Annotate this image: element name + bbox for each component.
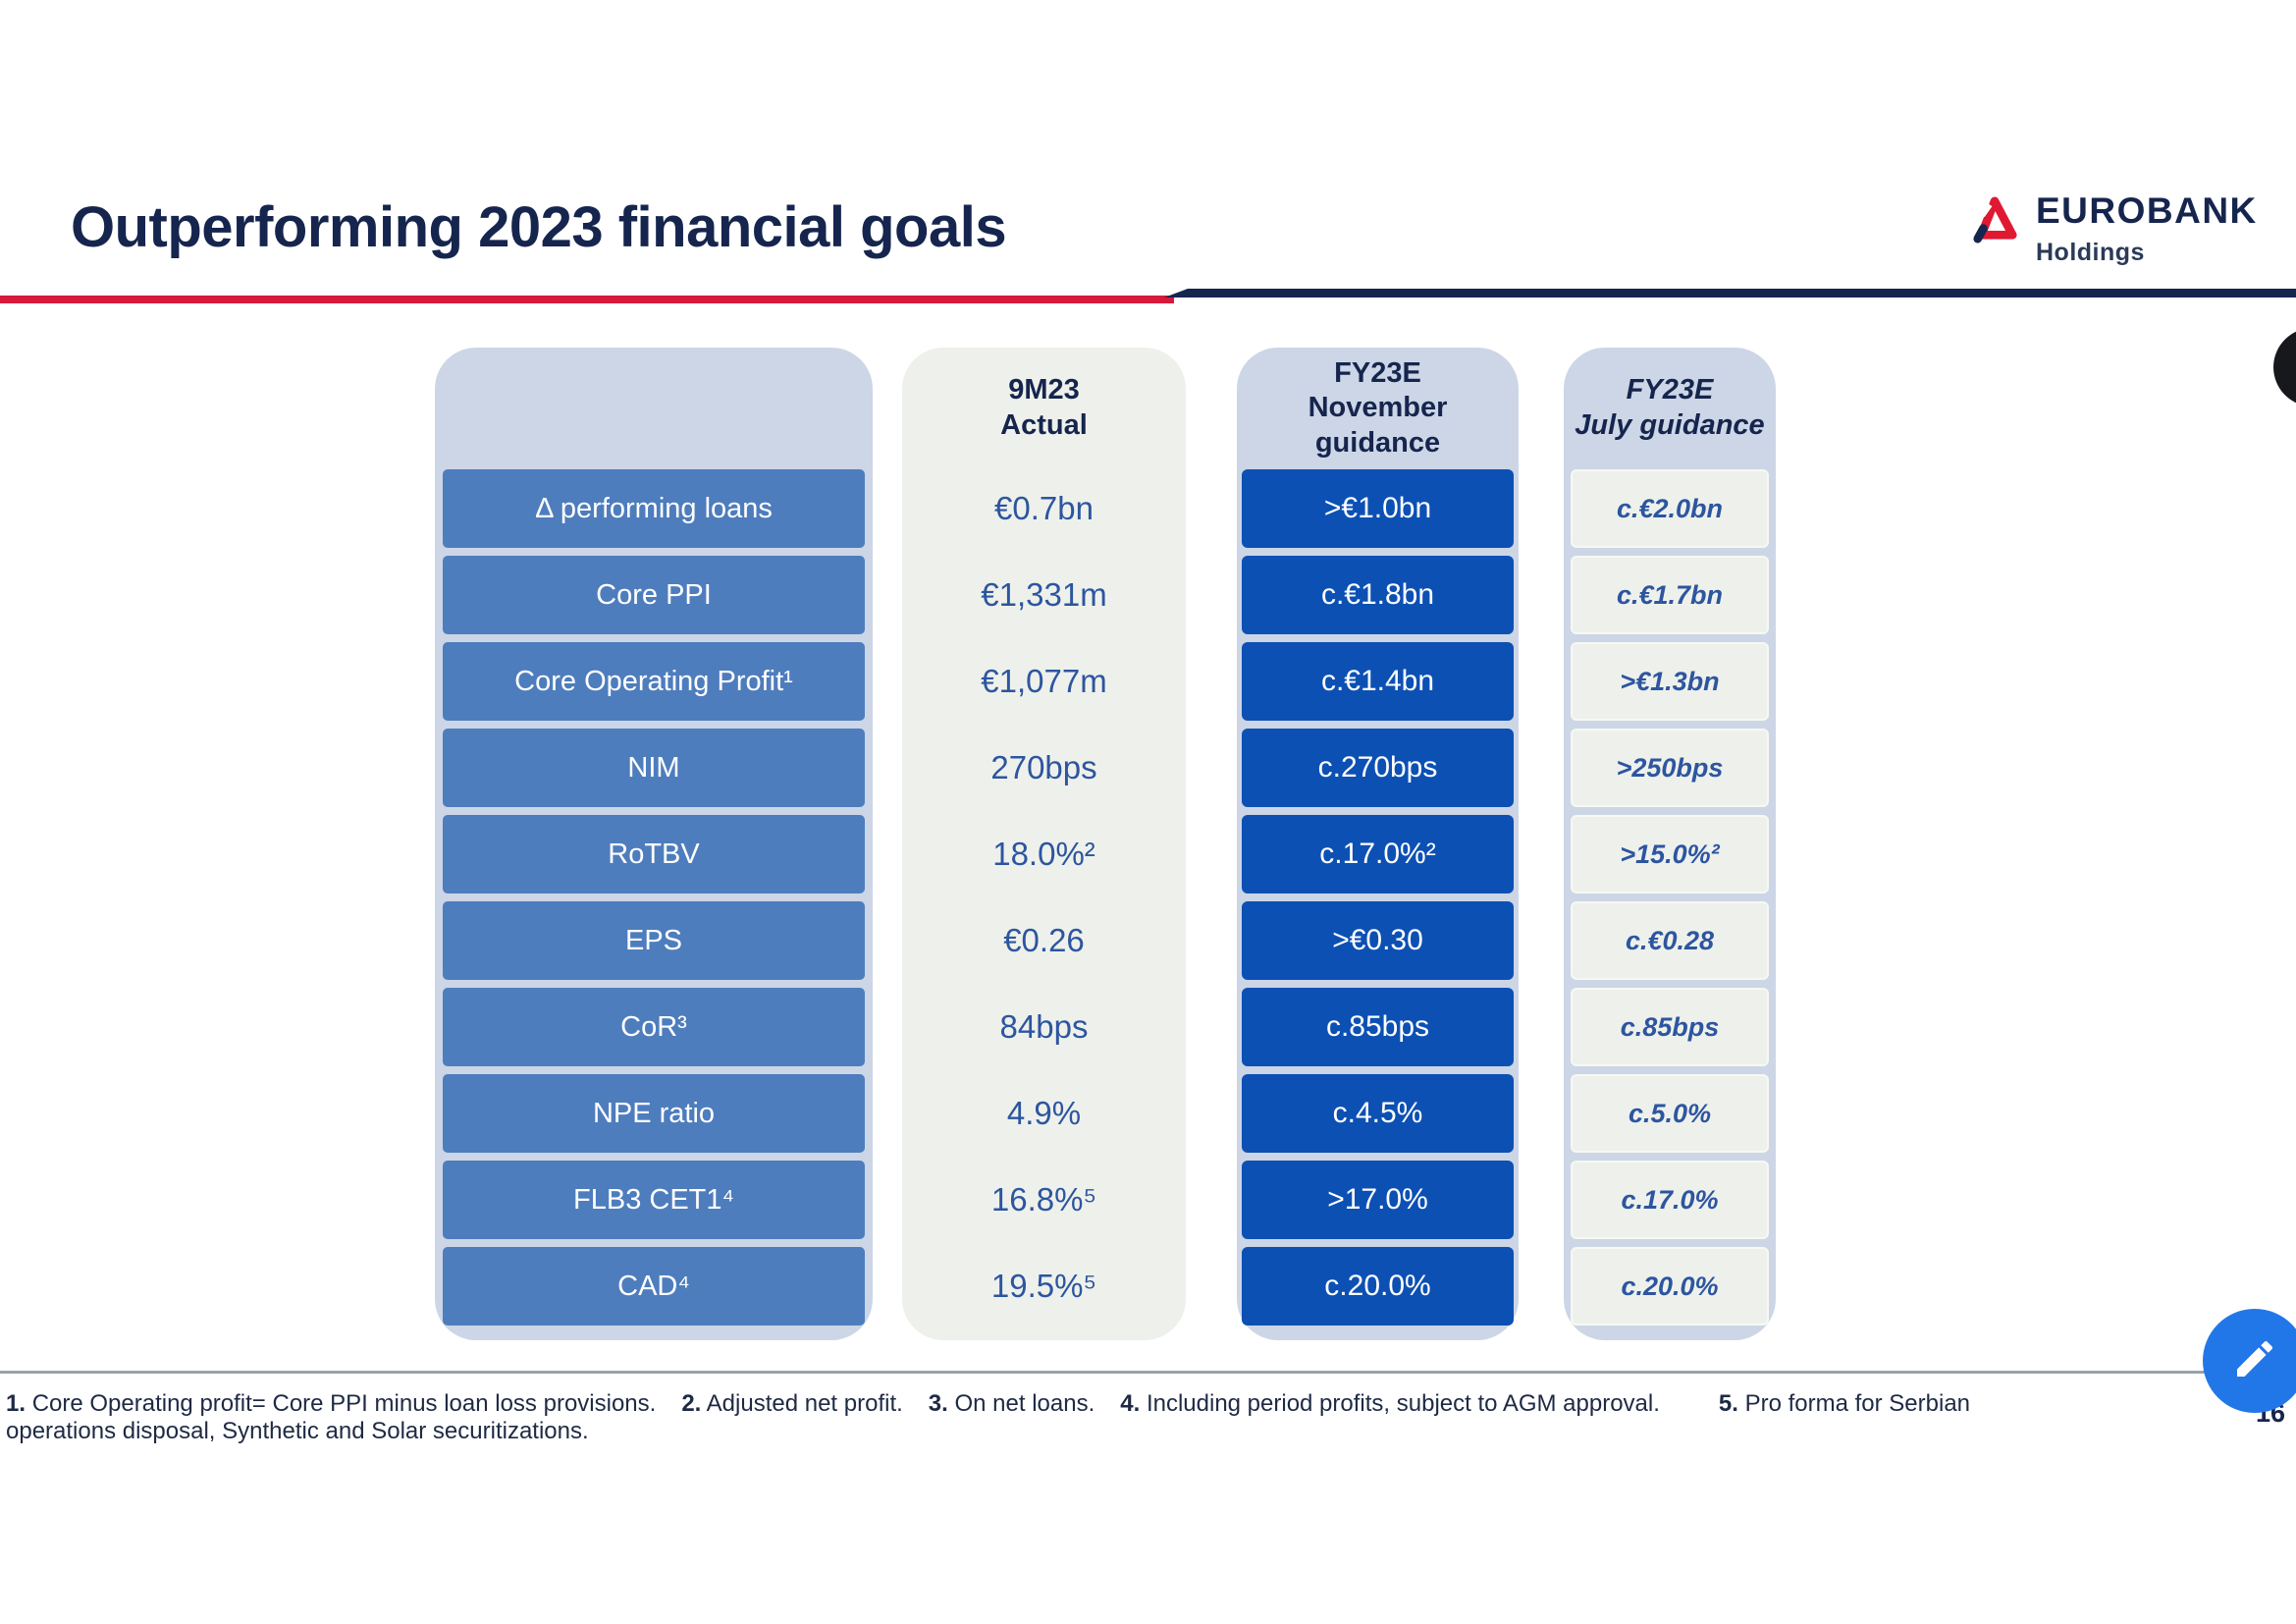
eurobank-logo: EUROBANK Holdings	[1971, 192, 2258, 267]
actual-value-cell: €0.7bn	[994, 490, 1094, 526]
november-guidance-cell: c.4.5%	[1242, 1074, 1514, 1153]
footnotes: 1. Core Operating profit= Core PPI minus…	[6, 1390, 2146, 1445]
corner-overlay-button[interactable]	[2273, 328, 2296, 406]
metric-label: Core Operating Profit¹	[443, 642, 865, 721]
july-guidance-cell: c.5.0%	[1571, 1074, 1769, 1153]
column-9m23-actual: 9M23 Actual €0.7bn €1,331m €1,077m 270bp…	[902, 348, 1186, 1340]
metric-label: CoR³	[443, 988, 865, 1066]
column-header-fy23e-july: FY23E July guidance	[1575, 374, 1765, 441]
title-underline-red	[0, 296, 1174, 303]
november-guidance-cell: c.85bps	[1242, 988, 1514, 1066]
november-guidance-cell: c.20.0%	[1242, 1247, 1514, 1326]
july-guidance-cell: >€1.3bn	[1571, 642, 1769, 721]
actual-value-cell: 270bps	[990, 749, 1097, 785]
footer-divider	[0, 1371, 2296, 1374]
column-fy23e-july-guidance: FY23E July guidance c.€2.0bn c.€1.7bn >€…	[1564, 348, 1776, 1340]
footnote-line-2: operations disposal, Synthetic and Solar…	[6, 1418, 589, 1444]
actual-value-cell: €1,331m	[981, 576, 1107, 613]
july-guidance-cell: c.20.0%	[1571, 1247, 1769, 1326]
july-guidance-cell: c.€2.0bn	[1571, 469, 1769, 548]
november-guidance-cell: >17.0%	[1242, 1161, 1514, 1239]
july-guidance-cell: c.17.0%	[1571, 1161, 1769, 1239]
actual-value-cell: 16.8%⁵	[990, 1181, 1097, 1218]
pencil-icon	[2231, 1335, 2278, 1387]
metric-label: Δ performing loans	[443, 469, 865, 548]
metric-label: FLB3 CET1⁴	[443, 1161, 865, 1239]
column-metric-labels: Δ performing loans Core PPI Core Operati…	[435, 348, 873, 1340]
actual-value-cell: 18.0%²	[992, 836, 1095, 872]
november-guidance-cell: c.€1.4bn	[1242, 642, 1514, 721]
metric-label: Core PPI	[443, 556, 865, 634]
november-guidance-cell: c.270bps	[1242, 729, 1514, 807]
column-fy23e-november-guidance: FY23E November guidance >€1.0bn c.€1.8bn…	[1237, 348, 1519, 1340]
title-underline-navy	[1164, 289, 2296, 298]
july-guidance-cell: >250bps	[1571, 729, 1769, 807]
actual-value-cell: 19.5%⁵	[990, 1268, 1097, 1304]
november-guidance-cell: c.€1.8bn	[1242, 556, 1514, 634]
july-guidance-cell: c.85bps	[1571, 988, 1769, 1066]
eurobank-logo-mark-icon	[1971, 194, 2018, 245]
actual-value-cell: €0.26	[1003, 922, 1085, 958]
november-guidance-cell: c.17.0%²	[1242, 815, 1514, 893]
july-guidance-cell: c.€1.7bn	[1571, 556, 1769, 634]
july-guidance-cell: >15.0%²	[1571, 815, 1769, 893]
page-title: Outperforming 2023 financial goals	[71, 195, 1007, 259]
metric-label: RoTBV	[443, 815, 865, 893]
metric-label: NPE ratio	[443, 1074, 865, 1153]
column-header-9m23-actual: 9M23 Actual	[1000, 374, 1088, 441]
column-header-fy23e-november: FY23E November guidance	[1308, 356, 1448, 459]
metric-label: NIM	[443, 729, 865, 807]
brand-name: EUROBANK	[2036, 190, 2258, 231]
metric-label: CAD⁴	[443, 1247, 865, 1326]
metric-label: EPS	[443, 901, 865, 980]
edit-fab-button[interactable]	[2203, 1309, 2296, 1413]
actual-value-cell: 4.9%	[1006, 1095, 1082, 1131]
november-guidance-cell: >€0.30	[1242, 901, 1514, 980]
footnote-line-1: 1. Core Operating profit= Core PPI minus…	[6, 1390, 1971, 1417]
brand-subtitle: Holdings	[2036, 239, 2145, 266]
actual-value-cell: €1,077m	[981, 663, 1107, 699]
july-guidance-cell: c.€0.28	[1571, 901, 1769, 980]
actual-value-cell: 84bps	[999, 1008, 1089, 1045]
november-guidance-cell: >€1.0bn	[1242, 469, 1514, 548]
